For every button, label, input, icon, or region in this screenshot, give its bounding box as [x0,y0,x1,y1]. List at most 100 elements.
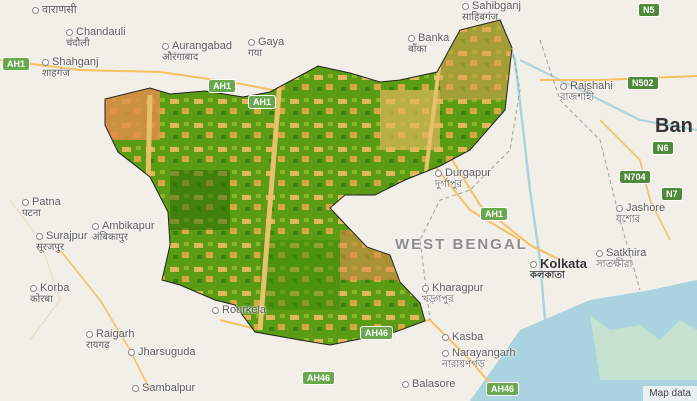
place-name-local: साहिबगंज [462,12,499,23]
place-name: Balasore [412,378,456,390]
place-dot-icon [442,349,449,357]
place-label-banka[interactable]: Banka बाँका [408,32,449,56]
place-label-kasba[interactable]: Kasba [442,331,483,343]
place-name: Banka [418,32,450,44]
place-dot-icon [42,58,49,66]
highway-shield: N502 [627,76,659,90]
place-name: Kharagpur [432,282,484,294]
map-attribution[interactable]: Map data [643,386,697,401]
place-name-local: शाहगंज [42,68,70,79]
place-label-rajshahi[interactable]: Rajshahi রাজশাহী [560,80,613,104]
place-name: Jharsuguda [138,346,196,358]
place-label-sambalpur[interactable]: Sambalpur [132,382,195,394]
place-label-korba[interactable]: Korba कोरबा [30,282,69,306]
place-name-local: चंदौली [66,38,90,49]
place-label-kolkata[interactable]: Kolkata কলকাতা [530,256,587,282]
place-name-local: गया [248,48,263,59]
place-name: वाराणसी [42,4,77,16]
place-label-patna[interactable]: Patna पटना [22,196,61,220]
place-dot-icon [30,284,37,292]
place-name: Gaya [258,36,285,48]
place-name: Kasba [452,331,484,343]
place-name-local: औरंगाबाद [162,52,199,63]
place-name-local: কলকাতা [530,270,565,281]
place-label-surajpur[interactable]: Surajpur सूरजपुर [36,230,88,254]
place-name-local: पटना [22,208,41,219]
place-name: Chandauli [76,26,126,38]
place-dot-icon [408,34,415,42]
region-label-west-bengal: WEST BENGAL [395,236,528,253]
place-dot-icon [36,232,43,240]
place-dot-icon [66,28,73,36]
place-dot-icon [128,348,135,356]
highway-shield: N7 [661,187,683,201]
place-name: Sahibganj [472,0,521,12]
place-name-local: রাজশাহী [560,92,595,103]
place-name: Satkhira [606,247,647,259]
place-label-narayangarh[interactable]: Narayangarh নারায়ণগড় [442,347,516,371]
place-dot-icon [22,198,29,206]
place-dot-icon [132,384,139,392]
highway-shield: AH1 [248,95,277,109]
place-name: Patna [32,196,61,208]
place-name: Jashore [626,202,666,214]
place-label-chandauli[interactable]: Chandauli चंदौली [66,26,126,50]
place-label-durgapur[interactable]: Durgapur দুর্গাপুর [435,167,491,191]
place-dot-icon [32,6,39,14]
place-dot-icon [212,306,219,314]
place-dot-icon [162,42,169,50]
place-name-local: খড়্গপুর [422,294,454,305]
place-dot-icon [86,330,93,338]
place-name: Durgapur [445,167,491,179]
place-dot-icon [402,380,409,388]
place-dot-icon [560,82,567,90]
place-dot-icon [435,169,442,177]
place-name: Shahganj [52,56,99,68]
place-name-local: रायगढ़ [86,340,110,351]
highway-shield: AH1 [480,207,509,221]
highway-shield: AH46 [360,326,394,340]
place-name: Narayangarh [452,347,516,359]
place-label-jharsuguda[interactable]: Jharsuguda [128,346,196,358]
place-name: Raigarh [96,328,135,340]
place-label-sahibganj[interactable]: Sahibganj साहिबगंज [462,0,521,24]
place-name-local: अंबिकापुर [92,232,128,243]
place-name: Surajpur [46,230,88,242]
highway-shield: AH1 [208,79,237,93]
place-name-local: बाँका [408,44,427,55]
place-label-ambikapur[interactable]: Ambikapur अंबिकापुर [92,220,155,244]
place-name-local: कोरबा [30,294,53,305]
place-name-local: নারায়ণগড় [442,359,485,370]
place-label-satkhira[interactable]: Satkhira সাতক্ষীরা [596,247,646,271]
place-label-raigarh[interactable]: Raigarh रायगढ़ [86,328,135,352]
highway-shield: AH46 [302,371,336,385]
place-name-local: सूरजपुर [36,242,65,253]
place-name: Ambikapur [102,220,155,232]
place-label-rourkela[interactable]: Rourkela [212,304,266,316]
place-name-local: সাতক্ষীরা [596,259,633,270]
place-name-local: দুর্গাপুর [435,179,462,190]
place-name: Kolkata [540,256,587,271]
place-label-kharagpur[interactable]: Kharagpur খড়্গপুর [422,282,483,306]
place-dot-icon [530,261,537,269]
place-name: Korba [40,282,70,294]
place-label-shahganj[interactable]: Shahganj शाहगंज [42,56,99,80]
highway-shield: N5 [638,3,660,17]
place-dot-icon [92,222,99,230]
place-name: Aurangabad [172,40,232,52]
highway-shield: AH46 [486,382,520,396]
place-label-varanasi[interactable]: वाराणसी [32,4,77,16]
highway-shield: N6 [652,141,674,155]
place-label-aurangabad[interactable]: Aurangabad औरंगाबाद [162,40,232,64]
place-dot-icon [442,333,449,341]
place-label-balasore[interactable]: Balasore [402,378,455,390]
place-name-local: যশোর [616,214,641,225]
country-label-bangladesh: Ban [655,115,693,137]
place-name: Rourkela [222,304,267,316]
place-name: Sambalpur [142,382,196,394]
place-label-jashore[interactable]: Jashore যশোর [616,202,665,226]
place-dot-icon [248,38,255,46]
place-dot-icon [596,249,603,257]
place-label-gaya[interactable]: Gaya गया [248,36,284,60]
